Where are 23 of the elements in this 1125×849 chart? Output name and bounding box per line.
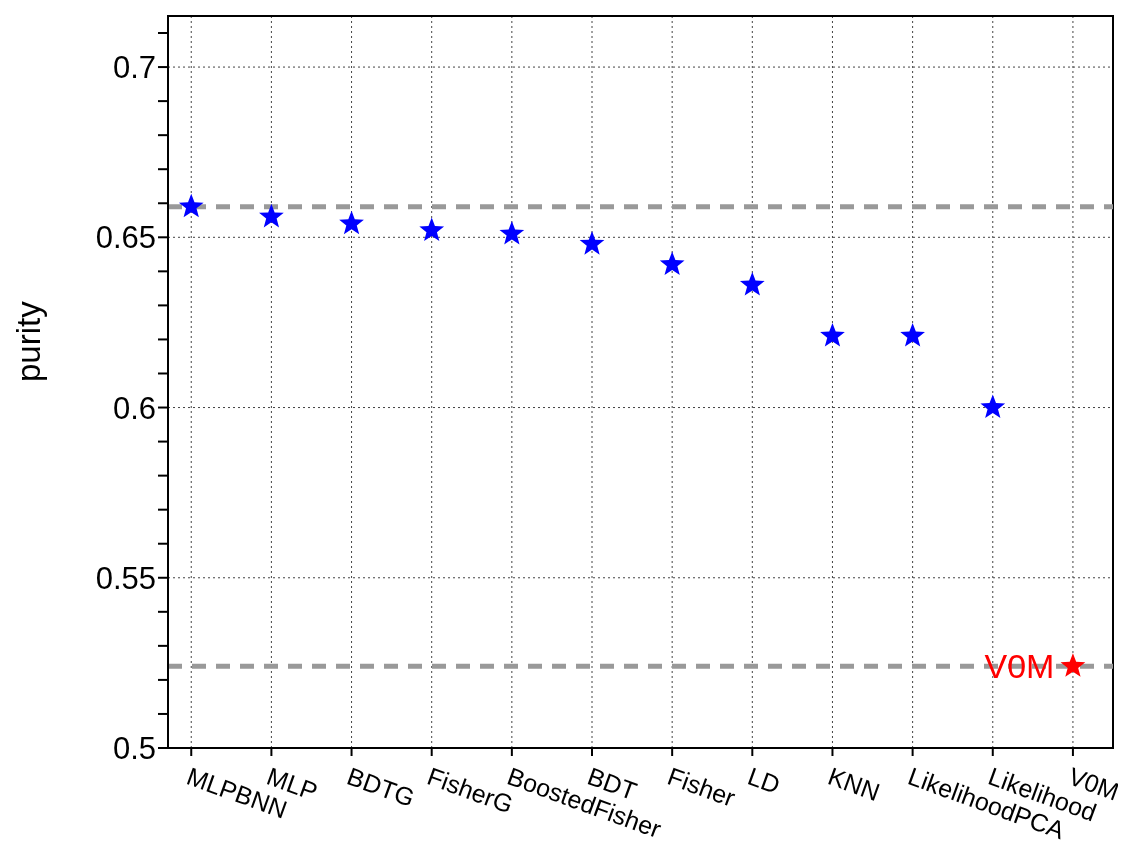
point	[900, 323, 925, 347]
y-tick-label: 0.7	[112, 50, 156, 86]
x-tick-label: Fisher	[664, 761, 740, 812]
y-axis-title: purity	[9, 300, 47, 382]
point	[259, 203, 284, 228]
x-tick-label: LD	[744, 761, 784, 799]
y-tick-label: 0.55	[95, 560, 156, 596]
point	[178, 193, 204, 218]
x-tick-label: KNN	[824, 761, 884, 807]
point	[980, 394, 1006, 419]
y-tick-label: 0.5	[112, 731, 156, 767]
point	[339, 210, 364, 235]
y-tick-label: 0.65	[95, 220, 156, 256]
point	[1060, 653, 1086, 677]
y-tick-label: 0.6	[112, 390, 156, 426]
x-tick-label: BDTG	[343, 761, 419, 812]
series-label: V0M	[984, 647, 1055, 686]
point	[659, 251, 685, 276]
point	[739, 271, 765, 296]
point	[820, 323, 845, 347]
point	[419, 217, 445, 242]
point	[579, 231, 605, 255]
point	[499, 220, 525, 245]
